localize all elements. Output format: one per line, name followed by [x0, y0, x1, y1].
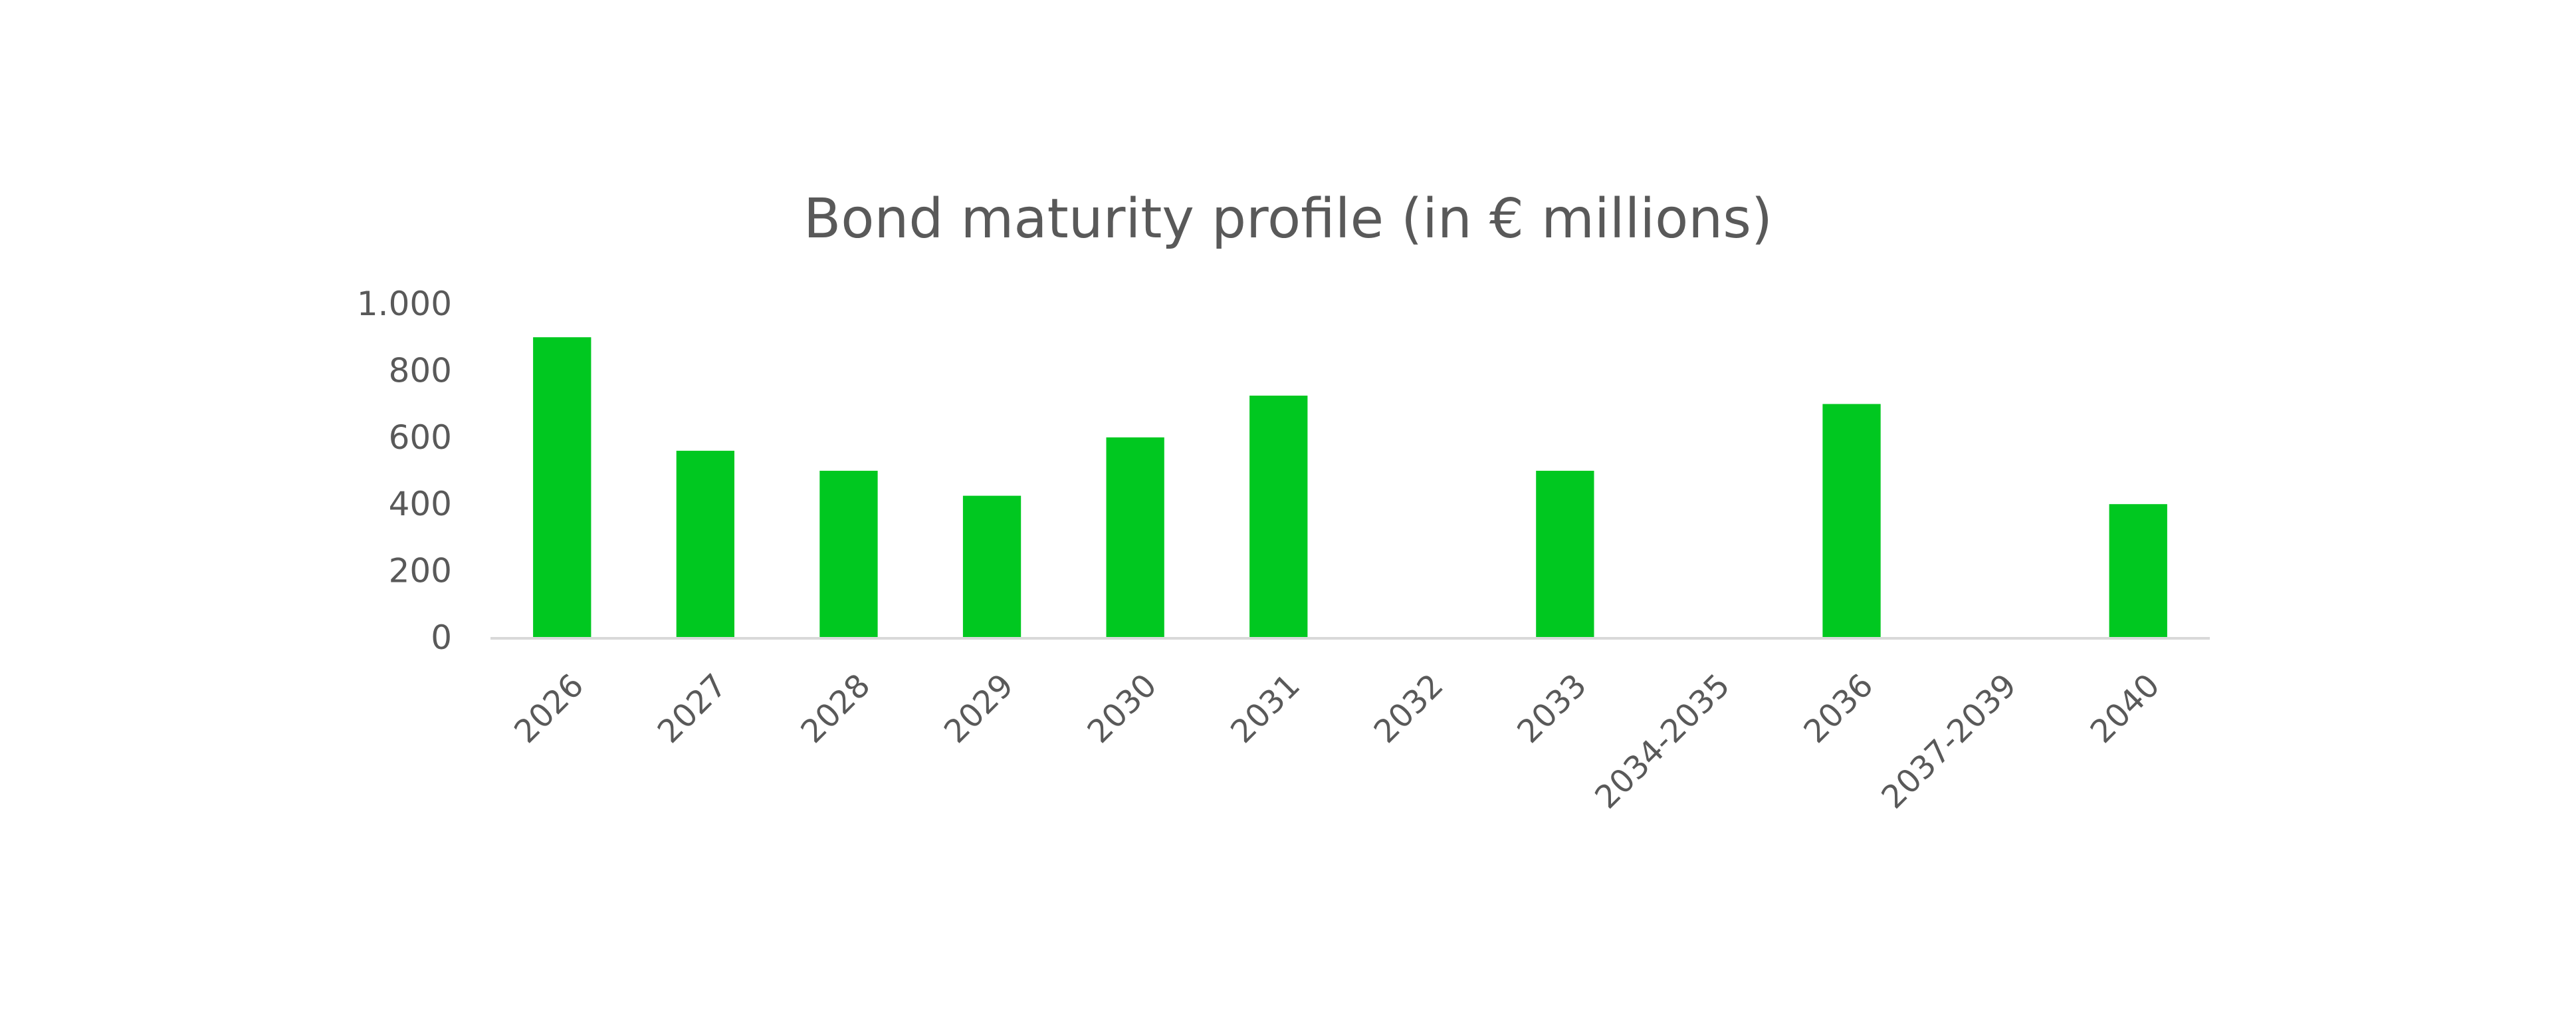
- bar-2026: [533, 337, 591, 638]
- x-tick-label: 2037-2039: [1874, 667, 2024, 817]
- x-tick-label: 2029: [937, 667, 1021, 751]
- y-tick-label: 200: [389, 552, 452, 590]
- x-tick-label: 2031: [1224, 667, 1307, 751]
- y-tick-label: 0: [431, 618, 452, 657]
- bar-2030: [1106, 437, 1164, 638]
- chart-title: Bond maturity profile (in € millions): [804, 188, 1772, 251]
- x-tick-label: 2032: [1367, 667, 1451, 751]
- x-tick-label: 2026: [507, 667, 591, 751]
- bar-2031: [1249, 396, 1308, 638]
- x-tick-label: 2033: [1510, 667, 1594, 751]
- y-axis: 0 200 400 600 800 1.000: [357, 285, 452, 657]
- y-tick-label: 800: [389, 351, 452, 390]
- y-tick-label: 600: [389, 418, 452, 457]
- x-tick-label: 2027: [651, 667, 734, 751]
- y-tick-label: 1.000: [357, 285, 452, 323]
- x-tick-label: 2036: [1796, 667, 1880, 751]
- x-tick-label: 2030: [1081, 667, 1164, 751]
- x-tick-label: 2028: [794, 667, 877, 751]
- bar-2027: [676, 450, 734, 638]
- bar-2033: [1536, 471, 1594, 638]
- x-axis: 2026 2027 2028 2029 2030 2031 2032 20332034-203…: [507, 667, 2167, 817]
- bar-2029: [962, 495, 1021, 638]
- x-tick-label: 2040: [2084, 667, 2167, 751]
- x-tick-label: 2034-2035: [1588, 667, 1737, 817]
- bar-2036: [1822, 404, 1881, 638]
- bar-2028: [819, 471, 878, 638]
- y-tick-label: 400: [389, 485, 452, 523]
- bar-series: [533, 337, 2167, 638]
- bar-2040: [2109, 504, 2167, 638]
